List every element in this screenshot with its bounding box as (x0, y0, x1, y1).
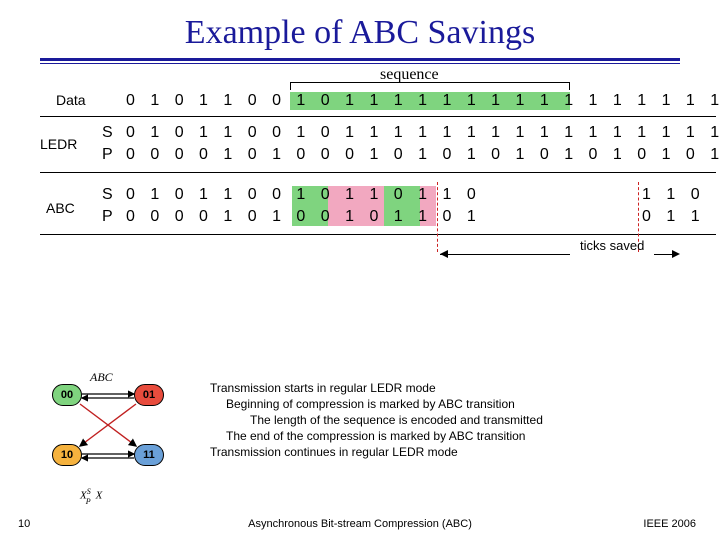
title-rule-thin (40, 63, 680, 64)
description-block: Transmission starts in regular LEDR mode… (210, 380, 543, 460)
sep-1 (40, 116, 716, 117)
data-bits: 0 1 0 1 1 0 0 1 0 1 1 1 1 1 1 1 1 1 1 1 … (126, 92, 720, 110)
abc-s-tail: 1 1 0 (642, 186, 705, 204)
state-01: 01 (134, 384, 164, 406)
ledr-p-bits: 0 0 0 0 1 0 1 0 0 0 1 0 1 0 1 0 1 0 1 0 … (126, 146, 720, 164)
ticks-arrow-line-r (654, 254, 674, 255)
title-rule-thick (40, 58, 680, 61)
ledr-s-label: S (102, 124, 113, 142)
diagram-caption: XSPX (80, 487, 102, 504)
ticks-saved-label: ticks saved (580, 238, 644, 253)
ticks-arrow-head-l (440, 250, 448, 258)
state-00: 00 (52, 384, 82, 406)
footer-title: Asynchronous Bit-stream Compression (ABC… (0, 518, 720, 530)
ledr-row-label: LEDR (40, 136, 77, 152)
state-diagram: 00 01 10 11 (52, 378, 172, 493)
ledr-p-label: P (102, 146, 113, 164)
ticks-arrow-head (672, 250, 680, 258)
sep-3 (40, 234, 716, 235)
abc-s-label: S (102, 186, 113, 204)
abc-p-bits: 0 0 0 0 1 0 1 0 0 1 0 1 1 0 1 (126, 208, 481, 226)
abc-s-bits: 0 1 0 1 1 0 0 1 0 1 1 0 1 1 0 (126, 186, 481, 204)
footer-right: IEEE 2006 (643, 518, 696, 530)
sequence-bracket (290, 82, 570, 90)
desc-line-5: Transmission continues in regular LEDR m… (210, 444, 543, 460)
abc-p-label: P (102, 208, 113, 226)
vdash-1 (437, 182, 438, 252)
desc-line-3: The length of the sequence is encoded an… (250, 412, 543, 428)
ticks-arrow-line-l (440, 254, 570, 255)
page-title: Example of ABC Savings (0, 0, 720, 58)
desc-line-1: Transmission starts in regular LEDR mode (210, 380, 543, 396)
abc-row-label: ABC (46, 200, 75, 216)
desc-line-2: Beginning of compression is marked by AB… (226, 396, 543, 412)
abc-p-tail: 0 1 1 (642, 208, 705, 226)
sep-2 (40, 172, 716, 173)
ledr-s-bits: 0 1 0 1 1 0 0 1 0 1 1 1 1 1 1 1 1 1 1 1 … (126, 124, 720, 142)
desc-line-4: The end of the compression is marked by … (226, 428, 543, 444)
state-10: 10 (52, 444, 82, 466)
data-row-label: Data (56, 92, 86, 108)
state-11: 11 (134, 444, 164, 466)
